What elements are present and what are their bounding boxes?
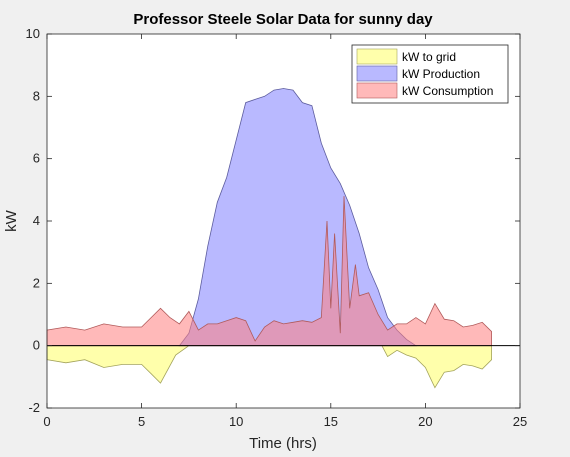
series-areas (46, 88, 492, 389)
y-axis-label: kW (3, 209, 20, 232)
x-tick-label: 15 (324, 414, 338, 429)
y-tick-label: 6 (33, 151, 40, 166)
x-axis-label: Time (hrs) (249, 435, 317, 452)
legend-swatch-2 (356, 65, 398, 82)
legend-label-2: kW Production (402, 67, 480, 81)
y-tick-label: 10 (26, 26, 40, 41)
y-tick-label: 0 (33, 338, 40, 353)
y-tick-label: -2 (28, 400, 40, 415)
x-tick-label: 0 (43, 414, 50, 429)
y-ticks: -2 0 2 4 6 8 10 (26, 26, 520, 415)
x-tick-label: 25 (513, 414, 527, 429)
x-ticks: 0 5 10 15 20 25 (43, 34, 527, 429)
x-tick-label: 10 (229, 414, 243, 429)
legend-label-3: kW Consumption (402, 84, 493, 98)
x-tick-label: 5 (138, 414, 145, 429)
series-area-3 (46, 196, 492, 347)
legend-label-1: kW to grid (402, 50, 456, 64)
legend: kW to grid kW Production kW Consumption (351, 44, 509, 104)
x-tick-label: 20 (418, 414, 432, 429)
legend-swatch-1 (356, 48, 398, 65)
series-area-1 (46, 345, 492, 389)
legend-swatch-3 (356, 82, 398, 99)
y-tick-label: 4 (33, 213, 40, 228)
chart-title: Professor Steele Solar Data for sunny da… (133, 11, 433, 28)
y-tick-label: 2 (33, 275, 40, 290)
y-tick-label: 8 (33, 88, 40, 103)
